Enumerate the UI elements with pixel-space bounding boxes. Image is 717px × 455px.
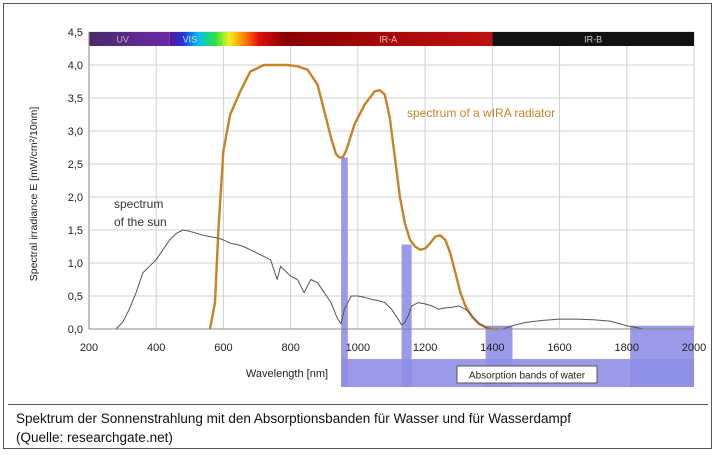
y-tick-label: 2,0 bbox=[68, 192, 83, 204]
x-tick-label: 1400 bbox=[480, 342, 504, 354]
band-vis bbox=[169, 32, 284, 46]
x-tick-label: 1000 bbox=[346, 342, 370, 354]
x-tick-label: 800 bbox=[281, 342, 299, 354]
band-label: IR-A bbox=[379, 35, 397, 45]
y-tick-label: 1,0 bbox=[68, 258, 83, 270]
y-tick-label: 4,0 bbox=[68, 60, 83, 72]
band-label: VIS bbox=[183, 35, 198, 45]
chart-labels: Wavelength [nm] Spectral irradiance E [m… bbox=[28, 106, 555, 380]
x-tick-label: 1800 bbox=[615, 342, 639, 354]
band-label: IR-B bbox=[584, 35, 602, 45]
sun-annotation-line2: of the sun bbox=[114, 215, 167, 229]
y-tick-label: 0,0 bbox=[68, 324, 83, 336]
absorption-legend-box bbox=[456, 365, 598, 384]
y-tick-label: 4,5 bbox=[68, 27, 83, 39]
band-ir-b bbox=[492, 32, 694, 46]
x-tick-label: 400 bbox=[147, 342, 165, 354]
band-label: UV bbox=[116, 35, 129, 45]
x-tick-label: 600 bbox=[214, 342, 232, 354]
absorption-band bbox=[341, 157, 348, 387]
x-tick-label: 200 bbox=[80, 342, 98, 354]
grid bbox=[88, 31, 695, 330]
wira-series-line bbox=[208, 63, 500, 331]
x-tick-label: 1600 bbox=[547, 342, 571, 354]
x-tick-label: 1200 bbox=[413, 342, 437, 354]
absorption-legend-label: Absorption bands of water bbox=[469, 371, 586, 382]
x-tick-label: 2000 bbox=[682, 342, 706, 354]
sun-annotation-line1: spectrum bbox=[114, 197, 163, 211]
spectral-band-bar: UV VIS IR-A IR-B bbox=[89, 32, 694, 46]
y-tick-label: 2,5 bbox=[68, 159, 83, 171]
figure-caption: Spektrum der Sonnenstrahlung mit den Abs… bbox=[8, 404, 708, 448]
y-tick-label: 3,5 bbox=[68, 93, 83, 105]
band-uv bbox=[89, 32, 170, 46]
y-tick-label: 3,0 bbox=[68, 126, 83, 138]
figure-frame: UV VIS IR-A IR-B Absorption bands of water … bbox=[3, 3, 712, 449]
x-axis-label: Wavelength [nm] bbox=[246, 368, 328, 380]
y-tick-label: 0,5 bbox=[68, 291, 83, 303]
y-axis-label: Spectral irradiance E [mW/cm²/10nm] bbox=[28, 107, 40, 282]
band-ir-a bbox=[283, 32, 493, 46]
absorption-bands: Absorption bands of water bbox=[341, 157, 694, 387]
axes: 0,0 0,5 1,0 1,5 2,0 2,5 3,0 3,5 4,0 4,5 200 400 600 8… bbox=[68, 27, 707, 354]
wira-annotation: spectrum of a wIRA radiator bbox=[407, 106, 555, 120]
absorption-band bbox=[401, 244, 412, 387]
caption-line-2: (Quelle: researchgate.net) bbox=[16, 430, 173, 445]
spectrum-chart: UV VIS IR-A IR-B Absorption bands of water … bbox=[28, 27, 707, 387]
y-tick-label: 1,5 bbox=[68, 225, 83, 237]
plot-background bbox=[89, 32, 694, 329]
caption-line-1: Spektrum der Sonnenstrahlung mit den Abs… bbox=[16, 411, 572, 426]
